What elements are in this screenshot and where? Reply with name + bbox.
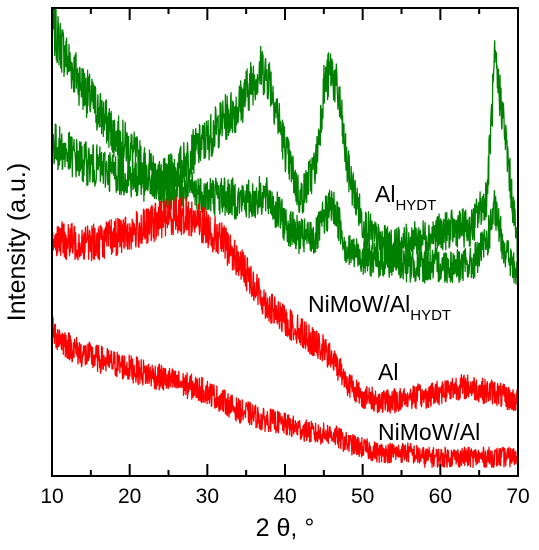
series-label-nimow-al-hydt-sub: HYDT [410,307,451,324]
x-tick-label-40: 40 [273,485,296,508]
x-tick-label-50: 50 [351,485,374,508]
series-layer [52,8,518,469]
x-tick-label-30: 30 [196,485,219,508]
y-axis-label: Intensity (a.u.) [3,163,31,321]
series-label-al-hydt-sub: HYDT [395,197,436,214]
x-tick-label-60: 60 [429,485,452,508]
series-label-nimow-al-hydt: NiMoW/AlHYDT [308,291,451,324]
series-label-al-hydt: AlHYDT [375,181,436,214]
series-line-0 [52,8,518,266]
series-line-1 [52,123,518,293]
x-tick-label-10: 10 [40,485,63,508]
x-tick-label-70: 70 [506,485,529,508]
series-label-al-hydt-main: Al [375,181,395,207]
series-label-al: Al [378,359,398,385]
series-label-nimow-al: NiMoW/Al [378,419,480,445]
series-label-nimow-al-hydt-main: NiMoW/Al [308,291,410,317]
x-tick-label-20: 20 [118,485,141,508]
series-line-3 [52,316,518,469]
x-axis-label: 2 θ, ° [256,514,315,542]
series-line-2 [52,195,518,414]
x-axis: 10 20 30 40 50 60 70 [40,8,530,508]
